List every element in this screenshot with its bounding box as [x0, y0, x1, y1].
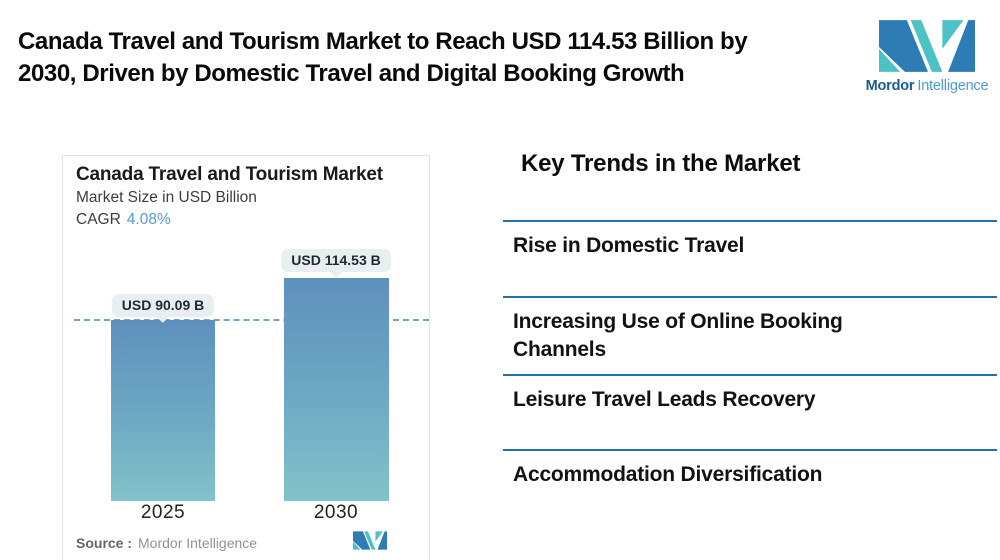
- key-trends-heading: Key Trends in the Market: [521, 150, 801, 177]
- cagr-row: CAGR 4.08%: [76, 211, 171, 229]
- brand-name-light: Intelligence: [917, 78, 989, 94]
- x-axis-label-2025: 2025: [140, 502, 186, 523]
- key-trends-section: Key Trends in the Market Rise in Domesti…: [503, 0, 997, 560]
- trend-item-accommodation: Accommodation Diversification: [503, 449, 997, 489]
- trend-item-label: Leisure Travel Leads Recovery: [513, 388, 816, 411]
- trend-item-domestic-travel: Rise in Domestic Travel: [503, 220, 997, 260]
- market-size-chart-card: Canada Travel and Tourism Market Market …: [62, 155, 430, 560]
- bar-value-label-2030: USD 114.53 B: [281, 249, 391, 278]
- bar-2025: [111, 320, 215, 501]
- cagr-value: 4.08%: [126, 211, 171, 228]
- source-row: Source : Mordor Intelligence: [76, 535, 257, 551]
- trend-item-label: Accommodation Diversification: [513, 463, 823, 486]
- source-value: Mordor Intelligence: [138, 535, 258, 551]
- x-axis-label-2030: 2030: [313, 502, 359, 523]
- bar-value-text-2025: USD 90.09 B: [121, 297, 205, 313]
- page-title: Canada Travel and Tourism Market to Reac…: [18, 28, 748, 88]
- reference-dashed-line: [74, 319, 429, 321]
- source-label: Source :: [76, 535, 133, 551]
- bar-value-label-2025: USD 90.09 B: [111, 294, 215, 323]
- chart-subtitle: Market Size in USD Billion: [76, 189, 257, 206]
- trend-item-leisure-travel: Leisure Travel Leads Recovery: [503, 374, 997, 414]
- bar-value-text-2030: USD 114.53 B: [291, 252, 381, 268]
- chart-title: Canada Travel and Tourism Market: [76, 164, 383, 185]
- brand-name: Mordor Intelligence: [856, 78, 998, 94]
- brand-name-bold: Mordor: [865, 78, 915, 94]
- cagr-label: CAGR: [76, 211, 121, 228]
- mordor-intelligence-logo-icon: [879, 20, 975, 72]
- brand-logo-card: Mordor Intelligence: [856, 3, 998, 124]
- bar-2030: [284, 278, 389, 501]
- trend-item-label: Increasing Use of Online Booking Channel…: [513, 310, 843, 361]
- footer-logo-icon: [353, 531, 387, 550]
- trend-item-label: Rise in Domestic Travel: [513, 234, 745, 257]
- trend-item-online-booking: Increasing Use of Online Booking Channel…: [503, 296, 997, 363]
